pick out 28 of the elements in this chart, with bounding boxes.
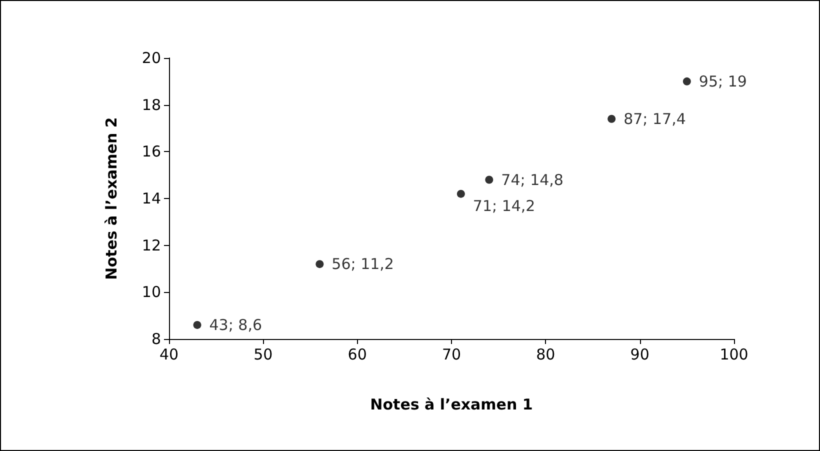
- data-label: 95; 19: [698, 72, 747, 90]
- y-tick-label: 18: [142, 96, 161, 114]
- x-tick-label: 50: [254, 346, 273, 364]
- data-label: 71; 14,2: [472, 196, 536, 215]
- point: [316, 260, 324, 268]
- x-tick-label: 60: [348, 346, 367, 364]
- point: [485, 176, 494, 184]
- point: [682, 77, 691, 86]
- x-axis-title: Notes à l’examen 1: [370, 396, 533, 414]
- x-tick-label: 40: [159, 346, 179, 364]
- y-tick-label: 12: [142, 236, 161, 254]
- point: [608, 114, 616, 123]
- x-tick-label: 70: [442, 346, 462, 364]
- y-tick-label: 16: [142, 142, 161, 161]
- y-axis-title: Notes à l’examen 2: [102, 117, 120, 280]
- y-tick-label: 8: [151, 330, 161, 348]
- point: [193, 320, 202, 329]
- x-tick-label: 90: [630, 346, 650, 364]
- y-tick-label: 20: [142, 49, 161, 67]
- y-tick-label: 14: [142, 190, 161, 208]
- data-label: 74; 14,8: [501, 170, 564, 189]
- data-label: 87; 17,4: [624, 110, 686, 128]
- point: [456, 190, 465, 198]
- x-tick-label: 80: [536, 346, 556, 364]
- y-tick-label: 10: [142, 283, 161, 302]
- data-label: 43; 8,6: [209, 316, 262, 334]
- x-tick-label: 100: [720, 346, 748, 364]
- data-label: 56; 11,2: [332, 255, 394, 274]
